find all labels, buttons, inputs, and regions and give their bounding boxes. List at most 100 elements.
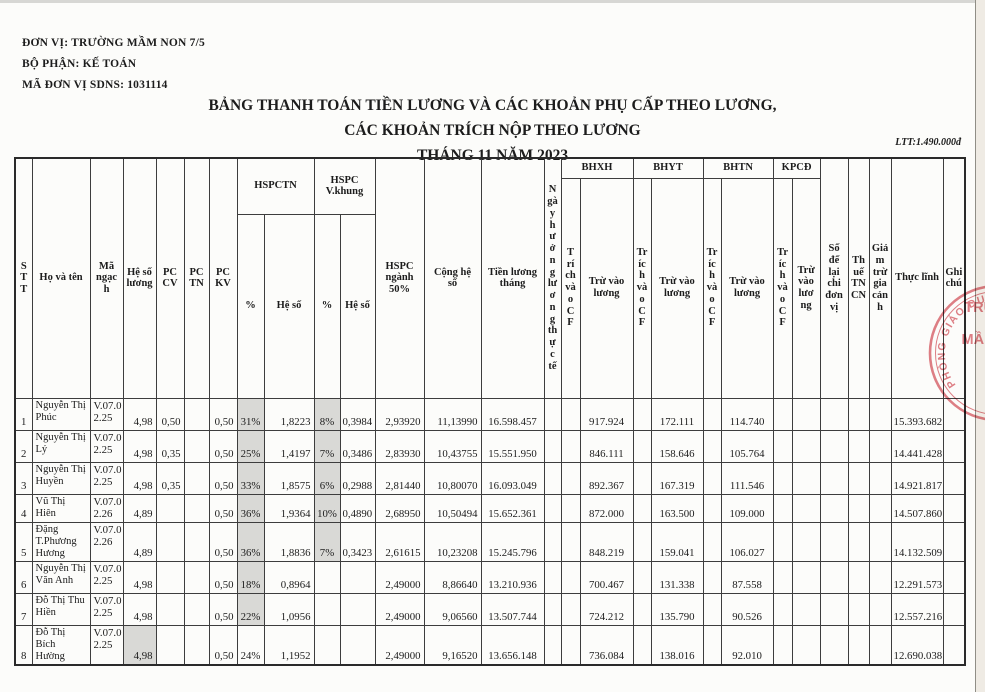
col-header-kpcd-trich-cf: Tr íc h và o C F: [772, 177, 793, 399]
group-header-vkhung: HSPC V.khung: [313, 157, 376, 215]
col-header-ngay-huong: N gà y h ư ở n g lư ơ n g th ự c tế: [543, 157, 562, 399]
cell-pc-cv: 0,35: [155, 429, 185, 463]
cell-ghi-chu: [942, 493, 966, 523]
cell-pc-tn: [183, 560, 210, 594]
cell-pc-cv: [155, 560, 185, 594]
cell-thue: [847, 461, 870, 495]
col-header-giam-tru: Giả m trừ gia cản h: [868, 157, 892, 399]
cell-bhtn-cf: [702, 429, 722, 463]
cell-he-so-luong: 4,98: [122, 397, 157, 431]
unit-code: MÃ ĐƠN VỊ SDNS: 1031114: [22, 79, 168, 91]
table-row: 7 Đỗ Thị Thu Hiền V.07.0 2.25 4,98 0,50 …: [14, 592, 966, 626]
cell-ghi-chu: [942, 521, 966, 562]
cell-stt: 1: [14, 397, 33, 431]
col-header-bhyt-tru-luong: Trừ vào lương: [650, 177, 704, 399]
cell-bhyt-cf: [632, 493, 652, 523]
col-header-ghi-chu: Ghi chú: [942, 157, 966, 399]
cell-ma-ngach: V.07.0 2.26: [89, 493, 124, 523]
cell-bhxh-cf: [560, 560, 581, 594]
cell-nganh: 2,93920: [374, 397, 425, 431]
cell-bhxh-cf: [560, 521, 581, 562]
cell-pct2: 7%: [313, 521, 341, 562]
red-stamp: PHÒNG GIÁO DỤC VÀ ĐÀO TẠO TRƯỜNG MẦM NON…: [920, 278, 985, 422]
cell-nganh: 2,49000: [374, 624, 425, 666]
cell-bhyt-luong: 172.111: [650, 397, 704, 431]
cell-pc-cv: [155, 624, 185, 666]
cell-giam-tru: [868, 560, 892, 594]
col-header-bhyt-trich-cf: Tr íc h và o C F: [632, 177, 652, 399]
cell-cong: 10,23208: [423, 521, 482, 562]
cell-bhyt-cf: [632, 560, 652, 594]
cell-stt: 5: [14, 521, 33, 562]
cell-so-de-lai: [819, 461, 849, 495]
cell-pc-cv: [155, 493, 185, 523]
cell-ma-ngach: V.07.0 2.25: [89, 592, 124, 626]
cell-giam-tru: [868, 521, 892, 562]
cell-hs1: 0,8964: [263, 560, 315, 594]
cell-kpcd-luong: [791, 592, 821, 626]
cell-giam-tru: [868, 624, 892, 666]
cell-bhxh-luong: 736.084: [579, 624, 634, 666]
cell-pct1: 25%: [236, 429, 265, 463]
cell-name: Nguyễn Thị Huyền: [31, 461, 91, 495]
cell-thuc-linh: 14.921.817: [890, 461, 944, 495]
cell-pc-kv: 0,50: [208, 521, 238, 562]
stamp-inner-ring: [935, 292, 985, 414]
cell-he-so-luong: 4,98: [122, 560, 157, 594]
cell-bhyt-luong: 158.646: [650, 429, 704, 463]
cell-bhxh-luong: 872.000: [579, 493, 634, 523]
cell-he-so-luong: 4,89: [122, 493, 157, 523]
cell-so-de-lai: [819, 397, 849, 431]
cell-pct2: 6%: [313, 461, 341, 495]
cell-tien-luong: 13.210.936: [480, 560, 545, 594]
cell-thuc-linh: 14.132.509: [890, 521, 944, 562]
scan-edge-right: [975, 0, 985, 692]
cell-pc-cv: 0,35: [155, 461, 185, 495]
unit-block: ĐƠN VỊ: TRƯỜNG MẦM NON 7/5 BỘ PHẬN: KẾ T…: [22, 33, 205, 96]
cell-pc-tn: [183, 429, 210, 463]
cell-pc-kv: 0,50: [208, 429, 238, 463]
table-row: 4 Vũ Thị Hiên V.07.0 2.26 4,89 0,50 36% …: [14, 493, 966, 523]
cell-thue: [847, 397, 870, 431]
cell-cong: 11,13990: [423, 397, 482, 431]
cell-thue: [847, 429, 870, 463]
cell-nganh: 2,81440: [374, 461, 425, 495]
cell-thuc-linh: 12.690.038: [890, 624, 944, 666]
col-header-hspc-nganh: HSPC ngành 50%: [374, 157, 425, 399]
cell-pc-tn: [183, 461, 210, 495]
cell-so-de-lai: [819, 493, 849, 523]
cell-stt: 7: [14, 592, 33, 626]
cell-so-de-lai: [819, 592, 849, 626]
cell-name: Vũ Thị Hiên: [31, 493, 91, 523]
col-header-hspctn-heso: Hệ số: [263, 213, 315, 399]
cell-tien-luong: 15.652.361: [480, 493, 545, 523]
cell-thuc-linh: 12.557.216: [890, 592, 944, 626]
cell-bhxh-cf: [560, 624, 581, 666]
cell-bhyt-cf: [632, 461, 652, 495]
cell-pc-cv: [155, 521, 185, 562]
cell-pc-tn: [183, 521, 210, 562]
cell-kpcd-luong: [791, 493, 821, 523]
cell-bhxh-luong: 848.219: [579, 521, 634, 562]
cell-thuc-linh: 12.291.573: [890, 560, 944, 594]
cell-kpcd-luong: [791, 429, 821, 463]
cell-stt: 2: [14, 429, 33, 463]
cell-pct2: 7%: [313, 429, 341, 463]
cell-hs1: 1,9364: [263, 493, 315, 523]
cell-thue: [847, 521, 870, 562]
cell-hs2: [339, 592, 376, 626]
cell-giam-tru: [868, 397, 892, 431]
cell-name: Đặng T.Phương Hương: [31, 521, 91, 562]
cell-bhtn-luong: 114.740: [720, 397, 774, 431]
cell-ma-ngach: V.07.0 2.25: [89, 624, 124, 666]
cell-bhtn-cf: [702, 592, 722, 626]
cell-pc-kv: 0,50: [208, 461, 238, 495]
cell-pct1: 33%: [236, 461, 265, 495]
unit-name: ĐƠN VỊ: TRƯỜNG MẦM NON 7/5: [22, 37, 205, 49]
cell-pct1: 22%: [236, 592, 265, 626]
cell-kpcd-cf: [772, 397, 793, 431]
cell-bhtn-cf: [702, 397, 722, 431]
cell-hs1: 1,0956: [263, 592, 315, 626]
salary-table: S T T Họ và tên Mã ngạc h Hệ số lương PC…: [14, 157, 967, 666]
cell-kpcd-luong: [791, 521, 821, 562]
